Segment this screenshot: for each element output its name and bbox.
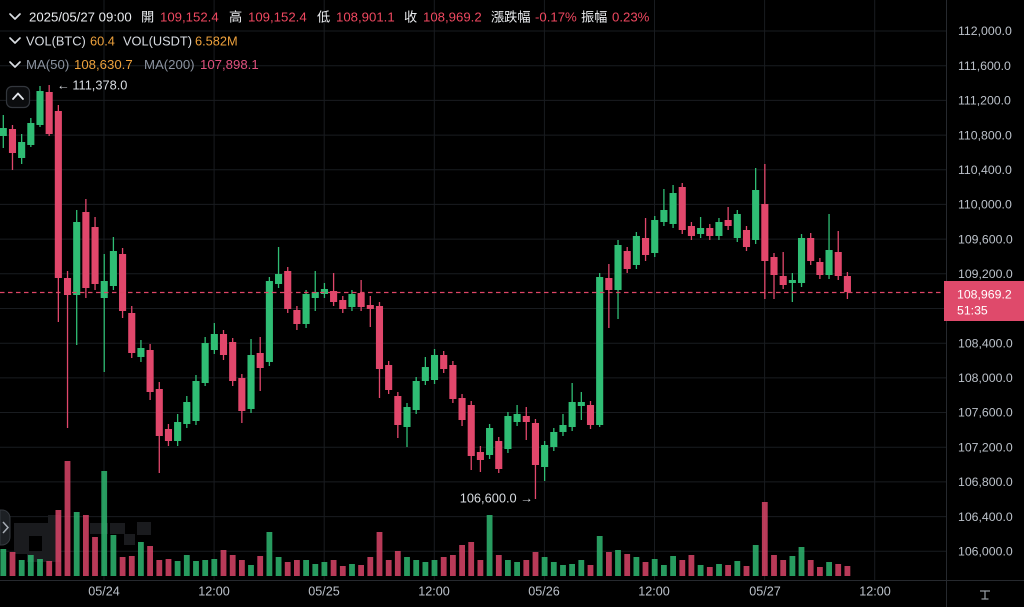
svg-text:108,969.2: 108,969.2 xyxy=(957,288,1012,302)
svg-text:05/26: 05/26 xyxy=(528,585,560,599)
svg-text:106,000.0: 106,000.0 xyxy=(958,545,1013,559)
svg-text:109,200.0: 109,200.0 xyxy=(958,267,1013,281)
svg-text:12:00: 12:00 xyxy=(418,585,450,599)
svg-text:108,630.7: 108,630.7 xyxy=(74,57,133,72)
svg-text:05/25: 05/25 xyxy=(308,585,340,599)
svg-text:漲跌幅: 漲跌幅 xyxy=(491,10,531,25)
svg-text:-0.17%: -0.17% xyxy=(535,10,577,25)
svg-text:低: 低 xyxy=(317,10,330,25)
svg-text:12:00: 12:00 xyxy=(198,585,230,599)
svg-text:MA(200): MA(200) xyxy=(144,57,195,72)
svg-text:VOL(BTC): VOL(BTC) xyxy=(26,34,86,49)
svg-text:振幅: 振幅 xyxy=(581,10,607,25)
svg-text:112,000.0: 112,000.0 xyxy=(958,24,1012,38)
svg-text:05/27: 05/27 xyxy=(749,585,781,599)
svg-text:110,400.0: 110,400.0 xyxy=(958,163,1012,177)
svg-text:2025/05/27 09:00: 2025/05/27 09:00 xyxy=(29,10,132,25)
svg-text:107,898.1: 107,898.1 xyxy=(200,57,259,72)
svg-text:108,969.2: 108,969.2 xyxy=(423,10,482,25)
svg-text:108,400.0: 108,400.0 xyxy=(958,336,1013,350)
svg-text:51:35: 51:35 xyxy=(957,304,988,318)
svg-text:109,600.0: 109,600.0 xyxy=(958,232,1013,246)
svg-text:110,800.0: 110,800.0 xyxy=(958,128,1012,142)
svg-text:110,000.0: 110,000.0 xyxy=(958,198,1012,212)
svg-text:VOL(USDT): VOL(USDT) xyxy=(123,34,192,49)
svg-text:106,800.0: 106,800.0 xyxy=(958,475,1013,489)
svg-text:12:00: 12:00 xyxy=(859,585,891,599)
svg-text:← 111,378.0: ← 111,378.0 xyxy=(57,78,127,93)
svg-text:MA(50): MA(50) xyxy=(26,57,69,72)
svg-text:111,200.0: 111,200.0 xyxy=(958,94,1011,108)
svg-text:107,600.0: 107,600.0 xyxy=(958,406,1013,420)
svg-text:106,600.0 →: 106,600.0 → xyxy=(460,491,533,506)
svg-text:108,000.0: 108,000.0 xyxy=(958,371,1013,385)
svg-text:收: 收 xyxy=(404,10,417,25)
svg-text:0.23%: 0.23% xyxy=(612,10,650,25)
svg-text:108,901.1: 108,901.1 xyxy=(336,10,395,25)
svg-text:12:00: 12:00 xyxy=(638,585,670,599)
svg-text:107,200.0: 107,200.0 xyxy=(958,440,1013,454)
svg-text:高: 高 xyxy=(229,9,242,25)
svg-text:111,600.0: 111,600.0 xyxy=(958,59,1011,73)
svg-text:109,152.4: 109,152.4 xyxy=(160,10,219,25)
svg-text:開: 開 xyxy=(141,10,154,25)
svg-text:05/24: 05/24 xyxy=(88,585,120,599)
svg-text:6.582M: 6.582M xyxy=(195,34,238,49)
svg-text:60.4: 60.4 xyxy=(90,34,115,49)
svg-text:106,400.0: 106,400.0 xyxy=(958,510,1013,524)
svg-text:109,152.4: 109,152.4 xyxy=(248,10,307,25)
